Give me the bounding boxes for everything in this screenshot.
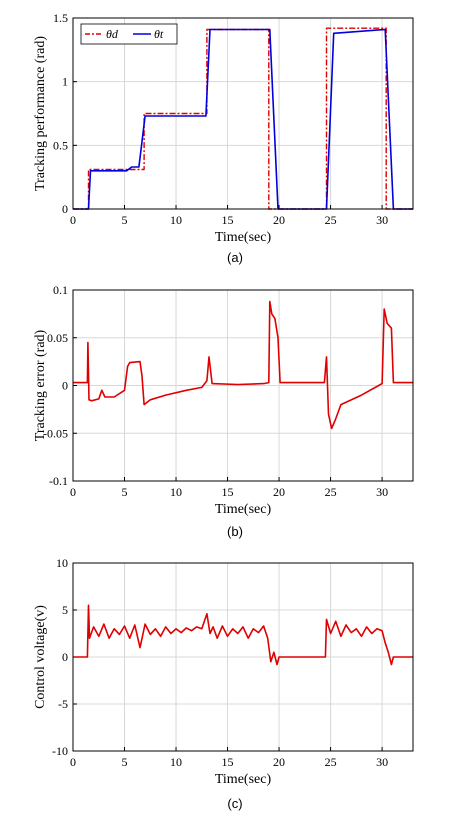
y-tick-label: 0.1 (53, 283, 68, 297)
x-tick-label: 20 (273, 213, 285, 227)
panel-caption: (a) (227, 250, 243, 265)
x-tick-label: 10 (170, 485, 182, 499)
series-line-1 (73, 604, 413, 666)
y-tick-label: -0.05 (43, 426, 68, 440)
y-axis-label: Control voltage(v) (33, 605, 48, 709)
x-tick-label: 20 (273, 485, 285, 499)
y-tick-label: 10 (56, 556, 68, 570)
x-axis-label: Time(sec) (215, 502, 272, 517)
y-axis-label: Tracking performance (rad) (33, 36, 48, 191)
legend: θd θt (80, 23, 178, 45)
chart-panel-1: 0 5 10 15 20 25 30 0 0.5 1 1.5 Time(sec) Tracking pe… (33, 11, 414, 265)
x-tick-label: 0 (70, 755, 76, 769)
x-tick-label: 20 (273, 755, 285, 769)
series-line-1 (73, 300, 413, 430)
y-tick-label: 0 (62, 379, 68, 393)
series-line-1 (73, 27, 413, 210)
plot-area (73, 18, 413, 209)
x-tick-label: 25 (325, 213, 337, 227)
x-tick-label: 30 (376, 485, 388, 499)
x-tick-label: 10 (170, 213, 182, 227)
y-tick-label: 1.5 (53, 11, 68, 25)
y-axis-label: Tracking error (rad) (33, 329, 48, 441)
y-tick-label: 0.05 (47, 331, 68, 345)
legend-label: θt (154, 27, 164, 41)
y-tick-label: -0.1 (49, 474, 68, 488)
x-tick-label: 30 (376, 755, 388, 769)
x-tick-label: 5 (122, 213, 128, 227)
x-axis-label: Time(sec) (215, 772, 272, 787)
x-tick-label: 30 (376, 213, 388, 227)
x-tick-label: 15 (222, 213, 234, 227)
x-axis-label: Time(sec) (215, 230, 272, 245)
x-tick-label: 0 (70, 213, 76, 227)
x-tick-label: 15 (222, 485, 234, 499)
plot-frame (72, 562, 414, 752)
x-tick-label: 5 (122, 755, 128, 769)
y-tick-label: 0 (62, 202, 68, 216)
y-tick-label: -5 (58, 697, 68, 711)
y-tick-label: 0.5 (53, 138, 68, 152)
x-tick-label: 5 (122, 485, 128, 499)
x-tick-label: 0 (70, 485, 76, 499)
panel-caption: (c) (227, 796, 242, 811)
series-line-2 (73, 28, 413, 210)
panel-caption: (b) (227, 524, 243, 539)
y-tick-label: 1 (62, 75, 68, 89)
x-tick-label: 15 (222, 755, 234, 769)
legend-label: θd (106, 27, 119, 41)
plot-frame (72, 289, 414, 482)
x-tick-label: 25 (325, 485, 337, 499)
y-tick-label: 0 (62, 650, 68, 664)
plot-frame (72, 17, 414, 210)
chart-panel-2: 0 5 10 15 20 25 30 -0.1 -0.05 0 0.05 0.1 Time(sec) Tr… (33, 283, 414, 539)
chart-panel-3: 0 5 10 15 20 25 30 -10 -5 0 5 10 Time(sec) Control vo… (33, 556, 414, 811)
legend-box (80, 23, 178, 45)
x-tick-label: 10 (170, 755, 182, 769)
y-tick-label: -10 (52, 744, 68, 758)
y-tick-label: 5 (62, 603, 68, 617)
x-tick-label: 25 (325, 755, 337, 769)
